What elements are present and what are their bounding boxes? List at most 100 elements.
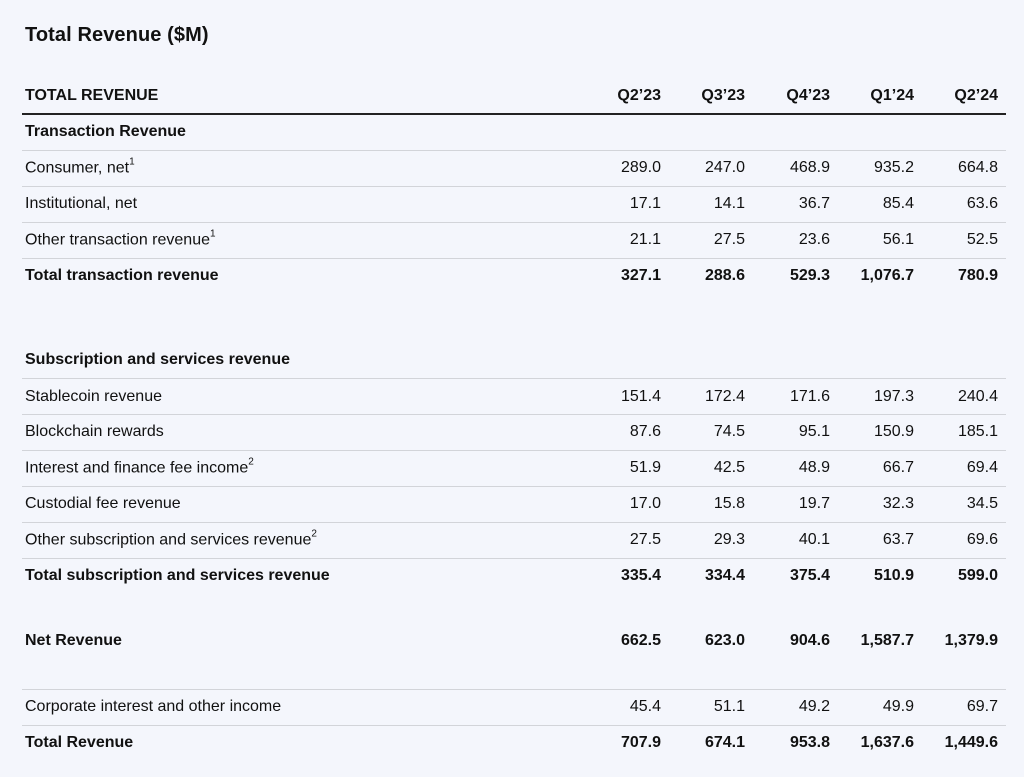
cell-value: 40.1 — [798, 531, 830, 548]
cell-value: 36.7 — [798, 195, 830, 212]
cell-value: 171.6 — [789, 388, 830, 405]
cell-value: 63.7 — [882, 531, 914, 548]
cell-value: 29.3 — [713, 531, 745, 548]
cell-value: 23.6 — [798, 231, 830, 248]
row-divider — [22, 150, 1006, 151]
row-label: Blockchain rewards — [25, 423, 164, 440]
cell-value: 27.5 — [713, 231, 745, 248]
row-divider — [22, 378, 1006, 379]
cell-value: 15.8 — [713, 495, 745, 512]
period-header: Q2’24 — [954, 87, 998, 104]
cell-value: 95.1 — [798, 423, 830, 440]
cell-value: 74.5 — [713, 423, 745, 440]
cell-value: 85.4 — [882, 195, 914, 212]
cell-value: 662.5 — [620, 632, 661, 649]
cell-value: 240.4 — [957, 388, 998, 405]
header-rule — [22, 113, 1006, 115]
table-row: Other subscription and services revenue2… — [22, 522, 1006, 558]
table-row: Blockchain rewards 87.6 74.5 95.1 150.9 … — [22, 414, 1006, 450]
cell-value: 623.0 — [704, 632, 745, 649]
cell-value: 51.1 — [713, 698, 745, 715]
cell-value: 1,076.7 — [860, 267, 914, 284]
cell-value: 247.0 — [704, 159, 745, 176]
table-row: Other transaction revenue1 21.1 27.5 23.… — [22, 222, 1006, 258]
cell-value: 17.1 — [629, 195, 661, 212]
cell-value: 468.9 — [789, 159, 830, 176]
row-label: Total transaction revenue — [25, 267, 219, 284]
cell-value: 56.1 — [882, 231, 914, 248]
cell-value: 69.6 — [966, 531, 998, 548]
cell-value: 288.6 — [704, 267, 745, 284]
cell-value: 327.1 — [620, 267, 661, 284]
cell-value: 49.2 — [798, 698, 830, 715]
row-label: Other transaction revenue1 — [25, 228, 216, 249]
section-label: Subscription and services revenue — [25, 351, 290, 368]
table-row: Consumer, net1 289.0 247.0 468.9 935.2 6… — [22, 150, 1006, 186]
section-label-row: Subscription and services revenue — [22, 342, 1006, 378]
section-label: Transaction Revenue — [25, 123, 186, 140]
cell-value: 150.9 — [873, 423, 914, 440]
cell-value: 953.8 — [789, 734, 830, 751]
cell-value: 27.5 — [629, 531, 661, 548]
table-row: Corporate interest and other income 45.4… — [22, 689, 1006, 725]
row-divider — [22, 486, 1006, 487]
cell-value: 151.4 — [620, 388, 661, 405]
cell-value: 185.1 — [957, 423, 998, 440]
cell-value: 49.9 — [882, 698, 914, 715]
row-divider — [22, 450, 1006, 451]
cell-value: 48.9 — [798, 459, 830, 476]
cell-value: 63.6 — [966, 195, 998, 212]
row-label: Stablecoin revenue — [25, 388, 162, 405]
cell-value: 34.5 — [966, 495, 998, 512]
cell-value: 17.0 — [629, 495, 661, 512]
period-header: Q4’23 — [786, 87, 830, 104]
footnote-marker: 1 — [129, 156, 135, 168]
cell-value: 52.5 — [966, 231, 998, 248]
row-divider — [22, 522, 1006, 523]
row-divider — [22, 558, 1006, 559]
cell-value: 935.2 — [873, 159, 914, 176]
cell-value: 375.4 — [789, 567, 830, 584]
cell-value: 599.0 — [957, 567, 998, 584]
row-divider — [22, 725, 1006, 726]
row-label: Total Revenue — [25, 734, 134, 751]
period-header: Q1’24 — [870, 87, 914, 104]
cell-value: 21.1 — [629, 231, 661, 248]
row-divider — [22, 689, 1006, 690]
cell-value: 42.5 — [713, 459, 745, 476]
row-label: Total subscription and services revenue — [25, 567, 330, 584]
cell-value: 1,379.9 — [944, 632, 998, 649]
row-label: Other subscription and services revenue2 — [25, 528, 317, 549]
row-divider — [22, 186, 1006, 187]
row-label: Consumer, net1 — [25, 156, 135, 177]
cell-value: 197.3 — [873, 388, 914, 405]
cell-value: 172.4 — [704, 388, 745, 405]
cell-value: 66.7 — [882, 459, 914, 476]
footnote-marker: 2 — [248, 456, 254, 468]
row-label: Net Revenue — [25, 632, 122, 649]
cell-value: 335.4 — [620, 567, 661, 584]
cell-value: 1,637.6 — [860, 734, 914, 751]
period-header: Q2’23 — [617, 87, 661, 104]
row-label: Custodial fee revenue — [25, 495, 181, 512]
cell-value: 69.7 — [966, 698, 998, 715]
cell-value: 14.1 — [713, 195, 745, 212]
row-label: Institutional, net — [25, 195, 138, 212]
cell-value: 707.9 — [620, 734, 661, 751]
cell-value: 87.6 — [629, 423, 661, 440]
cell-value: 1,449.6 — [944, 734, 998, 751]
section-label-row: Transaction Revenue — [22, 114, 1006, 150]
footnote-marker: 1 — [210, 228, 216, 240]
cell-value: 334.4 — [704, 567, 745, 584]
page-title: Total Revenue ($M) — [25, 24, 209, 46]
period-header: Q3’23 — [701, 87, 745, 104]
cell-value: 19.7 — [798, 495, 830, 512]
subtotal-row: Total subscription and services revenue … — [22, 558, 1006, 594]
cell-value: 904.6 — [789, 632, 830, 649]
cell-value: 780.9 — [957, 267, 998, 284]
cell-value: 529.3 — [789, 267, 830, 284]
net-revenue-row: Net Revenue 662.5 623.0 904.6 1,587.7 1,… — [22, 623, 1006, 659]
cell-value: 510.9 — [873, 567, 914, 584]
header-label: TOTAL REVENUE — [25, 87, 159, 104]
table-row: Stablecoin revenue 151.4 172.4 171.6 197… — [22, 379, 1006, 415]
